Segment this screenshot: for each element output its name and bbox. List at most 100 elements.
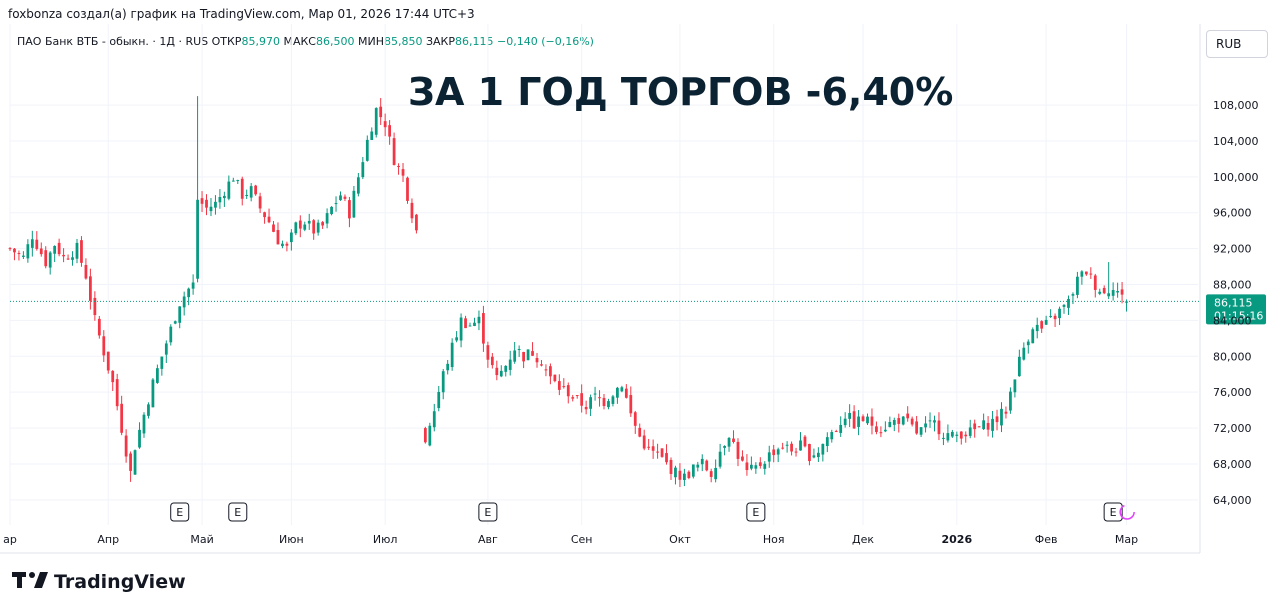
earnings-event-box xyxy=(170,502,190,522)
candles xyxy=(8,96,1128,488)
candle-body xyxy=(93,297,97,316)
candle-body xyxy=(209,206,213,212)
candle-body xyxy=(446,363,450,371)
candle-body xyxy=(1125,301,1128,303)
earnings-event-icon[interactable]: E xyxy=(746,502,766,522)
candle-body xyxy=(383,121,387,128)
candle-body xyxy=(205,199,208,208)
candle-body xyxy=(272,224,275,232)
candle-body xyxy=(129,453,132,471)
candle-body xyxy=(888,421,892,428)
candle-body xyxy=(1089,273,1093,275)
candle-body xyxy=(566,385,570,397)
y-tick-label: 88,000 xyxy=(1213,279,1252,292)
x-tick-label: Дек xyxy=(852,533,874,546)
candle-body xyxy=(732,438,735,442)
candle-body xyxy=(857,416,860,427)
candle-body xyxy=(834,431,838,433)
candle-body xyxy=(1040,321,1044,329)
x-tick-label: ар xyxy=(3,533,17,546)
candle-body xyxy=(178,306,182,323)
candle-body xyxy=(133,450,137,475)
candle-body xyxy=(928,420,932,422)
candle-body xyxy=(298,220,302,229)
price-axis: 108,000 104,000 100,000 96,000 92,000 88,000 8… xyxy=(1199,24,1259,553)
candle-body xyxy=(616,387,619,398)
candle-body xyxy=(200,198,204,204)
candle-body xyxy=(222,195,226,199)
candle-body xyxy=(504,365,508,372)
candle-body xyxy=(843,418,847,426)
candle-body xyxy=(459,317,463,341)
candle-body xyxy=(745,462,749,471)
candle-body xyxy=(937,420,941,435)
candle-body xyxy=(1111,290,1115,296)
candle-body xyxy=(821,443,825,455)
candle-body xyxy=(303,224,307,230)
candle-body xyxy=(540,364,543,366)
high-value: 86,500 xyxy=(315,35,355,48)
candle-body xyxy=(741,456,744,461)
earnings-event-label: E xyxy=(484,506,491,519)
candle-body xyxy=(875,426,878,433)
candle-body xyxy=(830,432,834,440)
symbol-name[interactable]: ПАО Банк ВТБ - обыкн. · 1Д · RUS xyxy=(17,35,209,48)
candle-body xyxy=(142,414,146,434)
earnings-event-icon[interactable]: E xyxy=(170,502,190,522)
candle-body xyxy=(477,316,481,324)
candle-body xyxy=(763,463,767,469)
earnings-event-icon[interactable]: E xyxy=(1103,502,1123,522)
candle-body xyxy=(870,416,874,426)
candle-body xyxy=(776,449,780,455)
candle-body xyxy=(674,467,677,478)
candle-body xyxy=(607,401,610,408)
candle-body xyxy=(553,374,557,382)
candle-body xyxy=(62,254,65,257)
y-tick-label: 84,000 xyxy=(1213,314,1252,327)
candle-body xyxy=(187,288,191,298)
candle-body xyxy=(767,452,771,462)
x-tick-label: Мар xyxy=(1115,533,1138,546)
candle-body xyxy=(17,253,21,255)
candle-body xyxy=(589,397,592,409)
candle-body xyxy=(356,177,360,194)
candle-body xyxy=(236,180,240,182)
candle-body xyxy=(602,397,606,406)
x-tick-label: Ноя xyxy=(763,533,785,546)
candle-body xyxy=(111,370,115,383)
candle-body xyxy=(1058,308,1061,319)
currency-button[interactable]: RUB xyxy=(1206,30,1268,58)
x-tick-label: Авг xyxy=(478,533,498,546)
candle-body xyxy=(254,185,258,195)
candle-body xyxy=(281,243,284,247)
candle-body xyxy=(678,470,682,480)
candle-body xyxy=(839,424,843,433)
tradingview-logo[interactable]: TradingView xyxy=(12,571,186,593)
candle-body xyxy=(473,322,476,326)
candle-body xyxy=(169,326,173,343)
candle-body xyxy=(557,381,561,390)
candle-body xyxy=(808,443,811,462)
y-tick-label: 68,000 xyxy=(1213,458,1252,471)
candle-body xyxy=(8,248,12,250)
candle-body xyxy=(482,313,485,344)
candle-body xyxy=(772,449,776,456)
earnings-event-icon[interactable]: E xyxy=(228,502,248,522)
candle-body xyxy=(977,426,981,428)
close-label: ЗАКР xyxy=(425,35,455,48)
y-tick-label: 100,000 xyxy=(1213,171,1259,184)
candle-body xyxy=(968,427,972,436)
candle-body xyxy=(723,445,726,448)
earnings-event-icon[interactable]: E xyxy=(478,502,498,522)
candle-body xyxy=(343,196,347,199)
candle-body xyxy=(955,434,959,436)
candle-body xyxy=(946,433,950,441)
author-line: foxbonza создал(а) график на TradingView… xyxy=(8,7,475,21)
last-price-tag xyxy=(1206,294,1266,325)
candle-body xyxy=(544,369,548,371)
candle-body xyxy=(191,282,195,289)
candle-body xyxy=(852,411,856,429)
candle-body xyxy=(866,416,869,424)
candle-body xyxy=(562,386,566,388)
